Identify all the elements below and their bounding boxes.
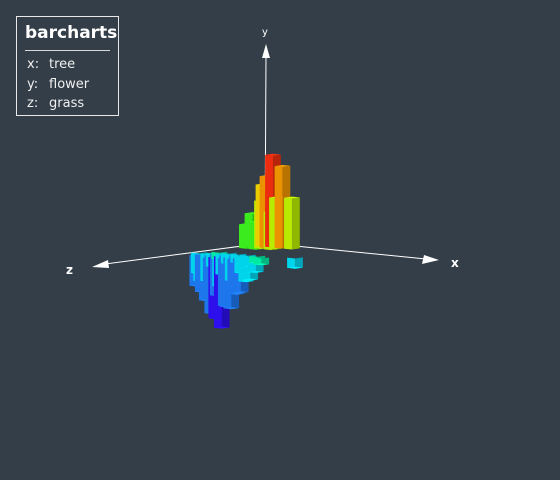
bar-face <box>242 278 259 281</box>
bar-face <box>284 197 293 250</box>
x-axis-arrow <box>422 255 439 264</box>
bar[interactable] <box>284 196 300 250</box>
bar-face <box>232 291 249 294</box>
bar-face <box>287 266 303 269</box>
legend-y-name: flower <box>49 77 90 92</box>
bar-face <box>253 263 270 266</box>
z-axis-label: z <box>66 263 73 277</box>
y-axis-label: y <box>262 27 268 38</box>
bar[interactable] <box>287 257 303 269</box>
bar-face <box>223 307 240 310</box>
legend-y-key: y: <box>27 77 39 92</box>
legend-box: barcharts x: tree y: flower z: grass <box>16 16 119 116</box>
legend-title: barcharts <box>25 23 118 43</box>
bar-face <box>274 166 283 249</box>
bar-face <box>265 153 281 156</box>
z-axis-arrow <box>92 260 109 268</box>
y-axis-arrow <box>262 44 270 58</box>
bars-layer <box>189 153 303 329</box>
bar-face <box>253 257 262 266</box>
bar-face <box>261 257 270 266</box>
bar-face <box>274 165 291 167</box>
bar-face <box>228 292 245 295</box>
bar[interactable] <box>253 257 270 266</box>
x-axis-label: x <box>451 256 459 270</box>
legend-row-y: y: flower <box>27 77 89 92</box>
bar-face <box>213 326 230 329</box>
bar-face <box>295 257 303 269</box>
legend-x-key: x: <box>27 57 40 72</box>
legend-z-key: z: <box>27 96 39 111</box>
legend-z-name: grass <box>49 96 85 111</box>
legend-divider <box>25 50 110 51</box>
bar-face <box>287 257 296 269</box>
bar-face <box>284 196 300 199</box>
bar-face <box>292 197 300 250</box>
legend-row-z: z: grass <box>27 96 84 111</box>
bar-face <box>247 271 264 273</box>
legend-row-x: x: tree <box>27 57 75 72</box>
legend-x-name: tree <box>49 57 76 72</box>
z-axis-line <box>104 242 266 265</box>
bar-face <box>238 280 255 283</box>
